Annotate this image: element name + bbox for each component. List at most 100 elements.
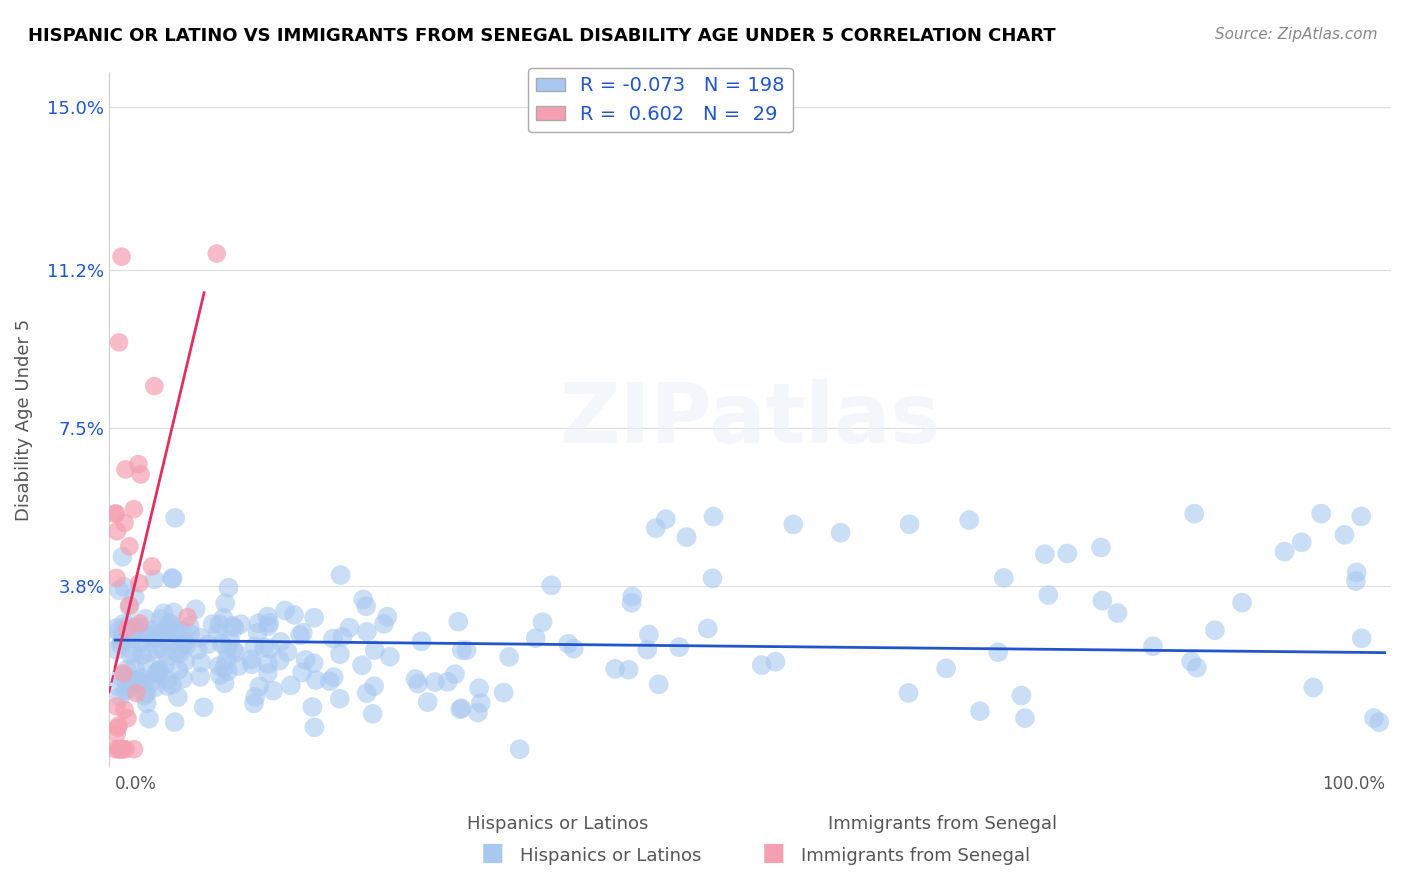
Point [1274, 544, 1296, 558]
Point [118, 599, 141, 614]
Point [647, 677, 669, 691]
Point [131, 648, 153, 662]
Point [636, 642, 658, 657]
Point [1368, 715, 1391, 730]
Point [172, 624, 194, 638]
Point [159, 616, 181, 631]
Point [668, 640, 690, 655]
Point [146, 642, 169, 657]
Point [118, 539, 141, 553]
Point [114, 683, 136, 698]
Point [470, 696, 492, 710]
Point [122, 677, 145, 691]
Point [110, 634, 132, 648]
Point [450, 701, 472, 715]
Point [153, 624, 176, 639]
Point [135, 612, 157, 626]
Point [247, 679, 270, 693]
Point [302, 656, 325, 670]
Point [105, 699, 128, 714]
Point [143, 379, 166, 393]
Point [305, 673, 328, 687]
Point [1185, 660, 1208, 674]
Point [291, 625, 314, 640]
Point [107, 721, 129, 735]
Point [149, 612, 172, 626]
Point [142, 623, 165, 637]
Point [110, 638, 132, 652]
Point [201, 617, 224, 632]
Point [114, 462, 136, 476]
Point [115, 622, 138, 636]
Point [127, 624, 149, 638]
Point [291, 665, 314, 680]
Point [118, 599, 141, 613]
Point [167, 690, 190, 704]
Point [111, 742, 134, 756]
Point [135, 696, 157, 710]
Point [125, 686, 148, 700]
Point [149, 640, 172, 654]
Point [257, 619, 280, 633]
Point [112, 580, 135, 594]
Point [143, 573, 166, 587]
Point [1230, 596, 1253, 610]
Point [322, 670, 344, 684]
Point [993, 571, 1015, 585]
Point [329, 691, 352, 706]
Point [1291, 535, 1313, 549]
Point [162, 606, 184, 620]
Point [135, 686, 157, 700]
Point [108, 742, 131, 756]
Point [110, 670, 132, 684]
Point [406, 676, 429, 690]
Point [605, 662, 627, 676]
Point [165, 624, 187, 639]
Text: HISPANIC OR LATINO VS IMMIGRANTS FROM SENEGAL DISABILITY AGE UNDER 5 CORRELATION: HISPANIC OR LATINO VS IMMIGRANTS FROM SE… [28, 27, 1056, 45]
Point [375, 609, 398, 624]
Point [214, 676, 236, 690]
Point [127, 457, 149, 471]
Point [165, 511, 187, 525]
Point [456, 643, 478, 657]
Point [107, 624, 129, 639]
Point [1310, 507, 1333, 521]
Point [1014, 711, 1036, 725]
Point [179, 626, 201, 640]
Point [159, 617, 181, 632]
Point [1033, 547, 1056, 561]
Point [361, 706, 384, 721]
Point [217, 664, 239, 678]
Point [124, 590, 146, 604]
Point [224, 621, 246, 635]
Point [301, 700, 323, 714]
Point [159, 630, 181, 644]
Point [1302, 681, 1324, 695]
Point [765, 655, 787, 669]
Point [173, 634, 195, 648]
Point [138, 712, 160, 726]
Point [240, 652, 263, 666]
Point [696, 622, 718, 636]
Point [127, 674, 149, 689]
Point [121, 632, 143, 646]
Point [205, 246, 228, 260]
Point [256, 609, 278, 624]
Point [262, 683, 284, 698]
Point [141, 674, 163, 689]
Point [450, 643, 472, 657]
Point [702, 571, 724, 585]
Point [167, 663, 190, 677]
Point [364, 643, 387, 657]
Point [280, 678, 302, 692]
Point [179, 619, 201, 633]
Point [104, 507, 127, 521]
Point [118, 627, 141, 641]
Point [188, 631, 211, 645]
Point [221, 619, 243, 633]
Point [1362, 711, 1385, 725]
Point [143, 631, 166, 645]
Point [621, 590, 644, 604]
Point [114, 668, 136, 682]
Point [245, 690, 267, 704]
